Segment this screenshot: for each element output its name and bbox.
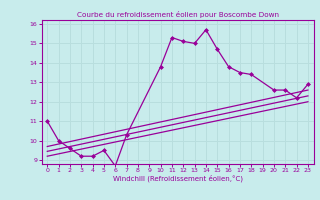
X-axis label: Windchill (Refroidissement éolien,°C): Windchill (Refroidissement éolien,°C) (113, 175, 243, 182)
Title: Courbe du refroidissement éolien pour Boscombe Down: Courbe du refroidissement éolien pour Bo… (76, 11, 279, 18)
